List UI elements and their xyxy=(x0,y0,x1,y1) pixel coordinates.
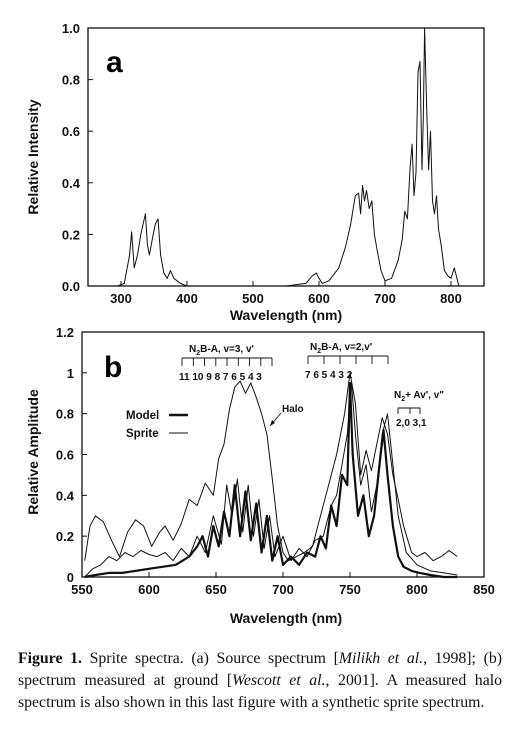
panel-b-y-tick-label: 0.4 xyxy=(56,488,75,503)
panel-a-label: a xyxy=(106,46,123,79)
panel-a-x-tick-label: 600 xyxy=(308,291,330,306)
panel-b-x-tick-label: 800 xyxy=(406,582,428,597)
panel-a-y-tick-label: 1.0 xyxy=(62,21,80,36)
band-3-comb xyxy=(397,407,421,414)
panel-a-chart: a 300 400 500 600 700 800 0.0 0.2 0.4 0.6 0.8 1.0 W… xyxy=(25,21,485,323)
panel-b-x-tick-label: 650 xyxy=(205,582,227,597)
legend-model-label: Model xyxy=(126,410,159,422)
panel-b-x-tick-label: 700 xyxy=(272,582,294,597)
band-2-title: N2B-A, v=2,v' xyxy=(310,342,372,355)
caption-text-3: , 2001]. A measured halo spectrum is als… xyxy=(18,672,502,711)
panel-b-y-tick-label: 0.2 xyxy=(56,529,74,544)
panel-b-y-tick-label: 1.2 xyxy=(56,325,74,340)
band-2-title-post: B-A, v=2,v' xyxy=(321,342,372,353)
band-2-levels: 7 6 5 4 3 2 xyxy=(305,370,353,381)
panel-b-label: b xyxy=(104,351,122,384)
band-3-annotation: N2+ Av', v" 2,0 3,1 xyxy=(394,390,444,429)
band-2-annotation: N2B-A, v=2,v' 7 6 5 4 3 2 xyxy=(305,342,389,381)
panel-b-model-line xyxy=(84,381,458,579)
panel-b-frame xyxy=(81,331,485,578)
band-1-annotation: N2B-A, v=3, v' 11 10 9 8 7 6 5 4 3 xyxy=(179,344,273,383)
band-2-comb xyxy=(307,355,389,364)
band-3-title-sub: 2 xyxy=(401,396,405,403)
panel-a-x-axis-label: Wavelength (nm) xyxy=(230,307,342,323)
band-1-title-sub: 2 xyxy=(196,350,200,357)
panel-a-x-tick-label: 300 xyxy=(110,291,132,306)
panel-b-y-tick-label: 1 xyxy=(67,366,74,381)
caption-label: Figure 1. xyxy=(18,650,82,667)
panel-b-y-tick-label: 0 xyxy=(67,570,74,585)
panel-b-x-tick-label: 600 xyxy=(138,582,160,597)
panel-a-x-tick-label: 800 xyxy=(440,291,462,306)
band-1-title: N2B-A, v=3, v' xyxy=(189,344,254,357)
legend-sprite-label: Sprite xyxy=(126,428,159,440)
band-1-title-pre: N xyxy=(189,344,196,355)
panel-b-x-tick-label: 850 xyxy=(473,582,495,597)
band-2-title-sub: 2 xyxy=(317,348,321,355)
panel-b-x-tick-label: 550 xyxy=(71,582,93,597)
panel-b-y-tick-label: 0.6 xyxy=(56,448,74,463)
panel-b-halo-line xyxy=(84,372,458,562)
band-3-title-post: + Av', v" xyxy=(405,390,444,401)
panel-b-sprite-line xyxy=(84,380,458,578)
panel-a-y-tick-label: 0.6 xyxy=(62,124,80,139)
panel-b-x-axis-label: Wavelength (nm) xyxy=(230,610,342,626)
caption-text-1: Sprite spectra. (a) Source spectrum [ xyxy=(81,650,339,667)
band-3-title: N2+ Av', v" xyxy=(394,390,444,403)
panel-b-y-axis-label: Relative Amplitude xyxy=(25,389,41,515)
halo-arrowhead xyxy=(270,420,275,426)
panel-a-y-tick-label: 0.2 xyxy=(62,227,80,242)
panel-a-y-axis-label: Relative Intensity xyxy=(25,99,41,214)
caption-citation-1: Milikh et al. xyxy=(338,650,424,667)
legend: Model Sprite xyxy=(126,410,188,440)
halo-annotation: Halo xyxy=(282,404,304,415)
figure-caption: Figure 1. Sprite spectra. (a) Source spe… xyxy=(18,648,502,714)
panel-b-y-tick-label: 0.8 xyxy=(56,407,74,422)
band-2-title-pre: N xyxy=(310,342,317,353)
band-3-title-pre: N xyxy=(394,390,401,401)
caption-citation-2: Wescott et al. xyxy=(232,672,326,689)
band-3-levels: 2,0 3,1 xyxy=(396,418,427,429)
panel-a-y-tick-label: 0.8 xyxy=(62,73,80,88)
panel-a-x-tick-label: 500 xyxy=(242,291,264,306)
panel-b-x-tick-label: 750 xyxy=(339,582,361,597)
band-1-title-post: B-A, v=3, v' xyxy=(200,344,254,355)
panel-a-y-tick-label: 0.0 xyxy=(62,279,80,294)
figure: a 300 400 500 600 700 800 0.0 0.2 0.4 0.6 0.8 1.0 W… xyxy=(25,21,495,626)
band-1-comb xyxy=(181,357,273,366)
panel-a-x-tick-label: 700 xyxy=(374,291,396,306)
panel-a-series-0-line xyxy=(117,27,460,287)
band-1-levels: 11 10 9 8 7 6 5 4 3 xyxy=(179,372,262,383)
panel-b-chart: b 550 600 650 700 750 800 850 0 0.2 0.4 0.6 0.8 1 1.2… xyxy=(25,325,495,626)
caption-text-2: , 1998]; (b) spectrum measured at ground… xyxy=(18,650,502,689)
panel-a-y-tick-label: 0.4 xyxy=(62,176,81,191)
panel-a-x-tick-label: 400 xyxy=(176,291,198,306)
